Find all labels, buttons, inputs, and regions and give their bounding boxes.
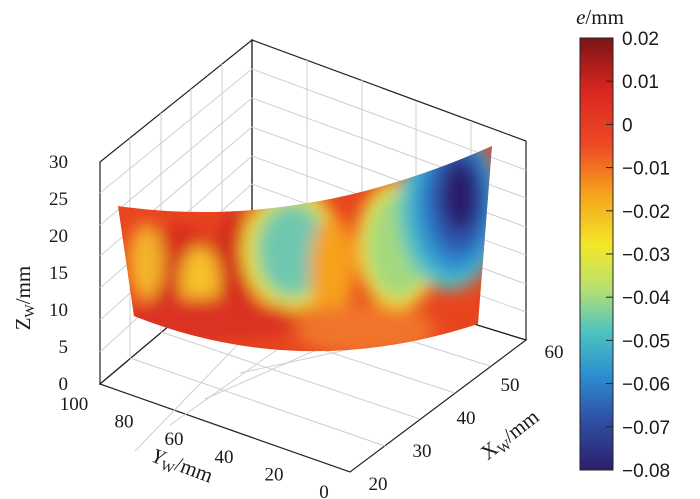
colorbar-tick-label: −0.02: [622, 202, 670, 223]
colorbar-tick-label: 0: [622, 115, 633, 136]
colorbar-title: e/mm: [576, 5, 624, 29]
colorbar-tick-label: −0.03: [622, 245, 670, 266]
z-tick-label: 25: [49, 189, 68, 210]
colorbar-tick-labels: 0.02 0.01 0 −0.01 −0.02 −0.03 −0.04 −0.05 −0.06 −…: [606, 29, 671, 482]
z-tick-label: 20: [49, 226, 68, 247]
x-tick-label: 30: [413, 441, 432, 462]
colorbar-tick-label: −0.04: [622, 288, 671, 309]
z-tick-labels: 0 5 10 15 20 25 30: [49, 152, 68, 395]
z-axis-label: ZW/mm: [11, 266, 38, 331]
y-tick-label: 40: [215, 447, 234, 468]
y-tick-label: 100: [60, 394, 89, 415]
z-tick-label: 5: [59, 337, 69, 358]
z-tick-label: 30: [49, 152, 68, 173]
x-axis-label: XW/mm: [476, 404, 545, 466]
y-tick-label: 60: [165, 429, 184, 450]
colorbar-tick-label: −0.08: [622, 461, 670, 482]
y-axis-label: YW/mm: [147, 443, 216, 490]
z-tick-label: 0: [59, 374, 69, 395]
colorbar-tick-label: −0.06: [622, 375, 670, 396]
x-tick-label: 50: [501, 375, 520, 396]
x-tick-label: 40: [457, 408, 476, 429]
x-tick-labels: 20 30 40 50 60: [369, 342, 564, 495]
x-tick-label: 60: [545, 342, 564, 363]
colorbar-tick-label: −0.07: [622, 418, 670, 439]
z-tick-label: 15: [49, 263, 68, 284]
z-tick-label: 10: [49, 300, 68, 321]
colorbar-tick-label: −0.01: [622, 159, 670, 180]
y-tick-labels: 100 80 60 40 20 0: [60, 394, 329, 499]
colorbar-tick-label: −0.05: [622, 331, 670, 352]
colorbar-tick-label: 0.01: [622, 72, 659, 93]
y-tick-label: 80: [115, 412, 134, 433]
colorbar: 0.02 0.01 0 −0.01 −0.02 −0.03 −0.04 −0.05 −0.06 −…: [576, 5, 670, 482]
x-tick-label: 20: [369, 474, 388, 495]
y-tick-label: 20: [265, 464, 284, 485]
colorbar-tick-label: 0.02: [622, 29, 659, 50]
y-tick-label: 0: [319, 482, 329, 499]
